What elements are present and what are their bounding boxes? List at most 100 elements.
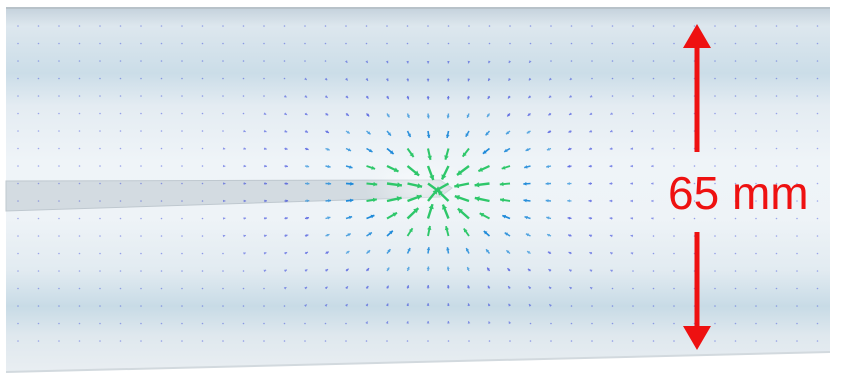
velocity-vector (222, 164, 226, 168)
vector-dot (591, 322, 593, 325)
vector-dot (693, 200, 696, 202)
velocity-vector (446, 95, 450, 100)
velocity-vector (386, 147, 395, 155)
vector-dot (652, 252, 655, 255)
vector-dot (58, 252, 60, 255)
velocity-vector (406, 60, 409, 64)
vector-dot (181, 95, 183, 97)
velocity-vector (427, 188, 439, 202)
velocity-vector (609, 234, 613, 238)
vector-dot (345, 42, 347, 45)
vector-dot (181, 130, 183, 132)
velocity-vector (263, 269, 267, 273)
vector-dot (652, 270, 655, 272)
velocity-vector (526, 130, 531, 134)
vector-dot (714, 165, 716, 167)
vector-dot (570, 305, 573, 307)
vector-dot (591, 42, 593, 45)
velocity-vector (243, 217, 247, 220)
vector-dot (652, 95, 655, 97)
velocity-vector (444, 148, 450, 160)
vector-dot (78, 112, 81, 115)
vector-dot (673, 322, 675, 325)
vector-dot (140, 305, 142, 307)
velocity-vector (609, 252, 613, 255)
velocity-vector (345, 147, 352, 152)
vector-dot (714, 340, 716, 342)
vector-dot (37, 182, 40, 185)
velocity-vector (548, 286, 552, 290)
vector-dot (816, 322, 819, 325)
vector-dot (755, 217, 757, 220)
vector-dot (119, 25, 122, 27)
velocity-vector (263, 147, 267, 150)
vector-dot (755, 130, 757, 132)
vector-dot (222, 95, 224, 97)
velocity-vector (345, 232, 352, 237)
velocity-vector (447, 303, 450, 307)
velocity-vector (304, 112, 308, 116)
velocity-vector (463, 227, 470, 237)
velocity-vector (447, 60, 450, 64)
velocity-vector (467, 95, 470, 100)
vector-dot (78, 165, 81, 167)
velocity-vector (345, 113, 350, 117)
vector-dot (632, 340, 634, 342)
velocity-vector (284, 182, 289, 185)
velocity-vector (324, 286, 328, 290)
vector-dot (201, 305, 204, 307)
vector-dot (78, 235, 81, 237)
velocity-vector (406, 147, 415, 158)
velocity-vector (386, 130, 392, 137)
vector-dot (447, 25, 450, 27)
vector-dot (201, 217, 204, 220)
velocity-vector (385, 60, 389, 64)
velocity-vector (548, 95, 552, 99)
velocity-vector (447, 78, 450, 82)
velocity-vector (499, 197, 511, 203)
vector-dot (17, 322, 19, 325)
vector-dot (796, 130, 798, 132)
vector-dot (324, 322, 327, 325)
vector-dot (796, 112, 798, 115)
vector-dot (816, 165, 819, 167)
velocity-vector (609, 182, 613, 185)
velocity-vector (488, 60, 491, 64)
vector-dot (611, 305, 614, 307)
vector-dot (37, 305, 40, 307)
vector-dot (755, 340, 757, 342)
velocity-vector (485, 130, 491, 136)
vector-dot (58, 112, 60, 115)
vector-dot (222, 42, 224, 45)
vector-dot (17, 217, 19, 220)
vector-dot (324, 60, 327, 62)
vector-dot (386, 340, 388, 342)
vector-dot (775, 147, 778, 150)
velocity-vector (426, 303, 430, 307)
vector-dot (755, 322, 757, 325)
velocity-vector (457, 207, 470, 220)
vector-dot (201, 147, 204, 150)
velocity-vector (325, 268, 329, 272)
vector-dot (160, 130, 163, 132)
vector-dot (201, 182, 204, 185)
velocity-vector (630, 217, 634, 220)
vector-dot (570, 42, 573, 45)
vector-dot (119, 235, 122, 237)
velocity-vector (345, 268, 350, 272)
vector-dot (775, 130, 778, 132)
vector-dot (17, 147, 19, 150)
vector-dot (263, 95, 265, 97)
vector-dot (550, 60, 552, 62)
velocity-vector (527, 268, 531, 272)
velocity-vector (284, 199, 289, 203)
velocity-vector (524, 165, 531, 169)
vector-dot (99, 252, 101, 255)
vector-dot (181, 235, 183, 237)
vector-dot (673, 305, 675, 307)
vector-dot (816, 270, 819, 272)
vector-dot (37, 42, 40, 45)
velocity-vector (485, 248, 491, 254)
vector-dot (796, 25, 798, 27)
